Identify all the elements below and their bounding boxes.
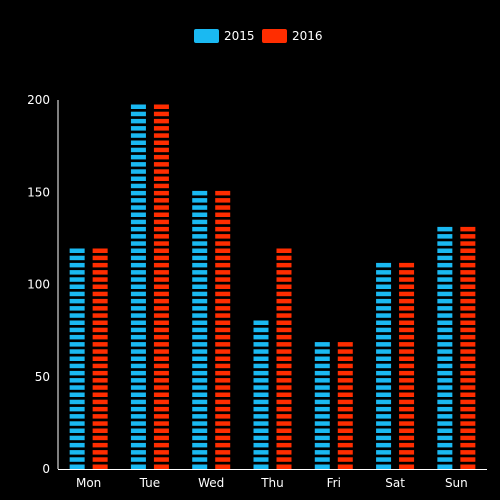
- bar-2015-Tue[interactable]: [130, 104, 146, 470]
- x-tick-label-Mon: Mon: [76, 476, 101, 490]
- bar-2016-Sat[interactable]: [399, 262, 415, 469]
- bar-2015-Wed[interactable]: [192, 190, 208, 469]
- x-tick-label-Thu: Thu: [260, 476, 284, 490]
- y-tick-label: 50: [35, 370, 50, 384]
- bar-2015-Thu[interactable]: [253, 320, 269, 470]
- y-tick-label: 0: [42, 462, 50, 476]
- bar-2015-Sat[interactable]: [376, 262, 392, 469]
- x-tick-label-Tue: Tue: [139, 476, 161, 490]
- x-tick-label-Fri: Fri: [327, 476, 341, 490]
- y-tick-label: 200: [27, 93, 50, 107]
- legend: 2015 2016: [194, 29, 323, 43]
- bar-2016-Mon[interactable]: [92, 248, 108, 470]
- x-tick-label-Sat: Sat: [385, 476, 405, 490]
- y-axis: 0 50 100 150 200: [27, 93, 59, 476]
- bar-2015-Fri[interactable]: [314, 342, 330, 469]
- bar-2016-Thu[interactable]: [276, 248, 292, 470]
- bar-2016-Tue[interactable]: [153, 104, 169, 470]
- x-tick-label-Sun: Sun: [445, 476, 468, 490]
- y-tick-label: 150: [27, 185, 50, 199]
- bar-2015-Mon[interactable]: [69, 248, 85, 470]
- bar-2016-Wed[interactable]: [215, 190, 231, 469]
- x-tick-label-Wed: Wed: [198, 476, 224, 490]
- legend-swatch-2016[interactable]: [262, 29, 287, 43]
- x-axis: Mon Tue Wed Thu Fri Sat Sun: [58, 469, 487, 490]
- legend-label-2015: 2015: [224, 29, 255, 43]
- legend-label-2016: 2016: [292, 29, 323, 43]
- bar-2016-Sun[interactable]: [460, 226, 476, 469]
- bar-2016-Fri[interactable]: [337, 342, 353, 469]
- bars: [69, 104, 476, 470]
- legend-swatch-2015[interactable]: [194, 29, 219, 43]
- bar-2015-Sun[interactable]: [437, 226, 453, 469]
- y-tick-label: 100: [27, 278, 50, 292]
